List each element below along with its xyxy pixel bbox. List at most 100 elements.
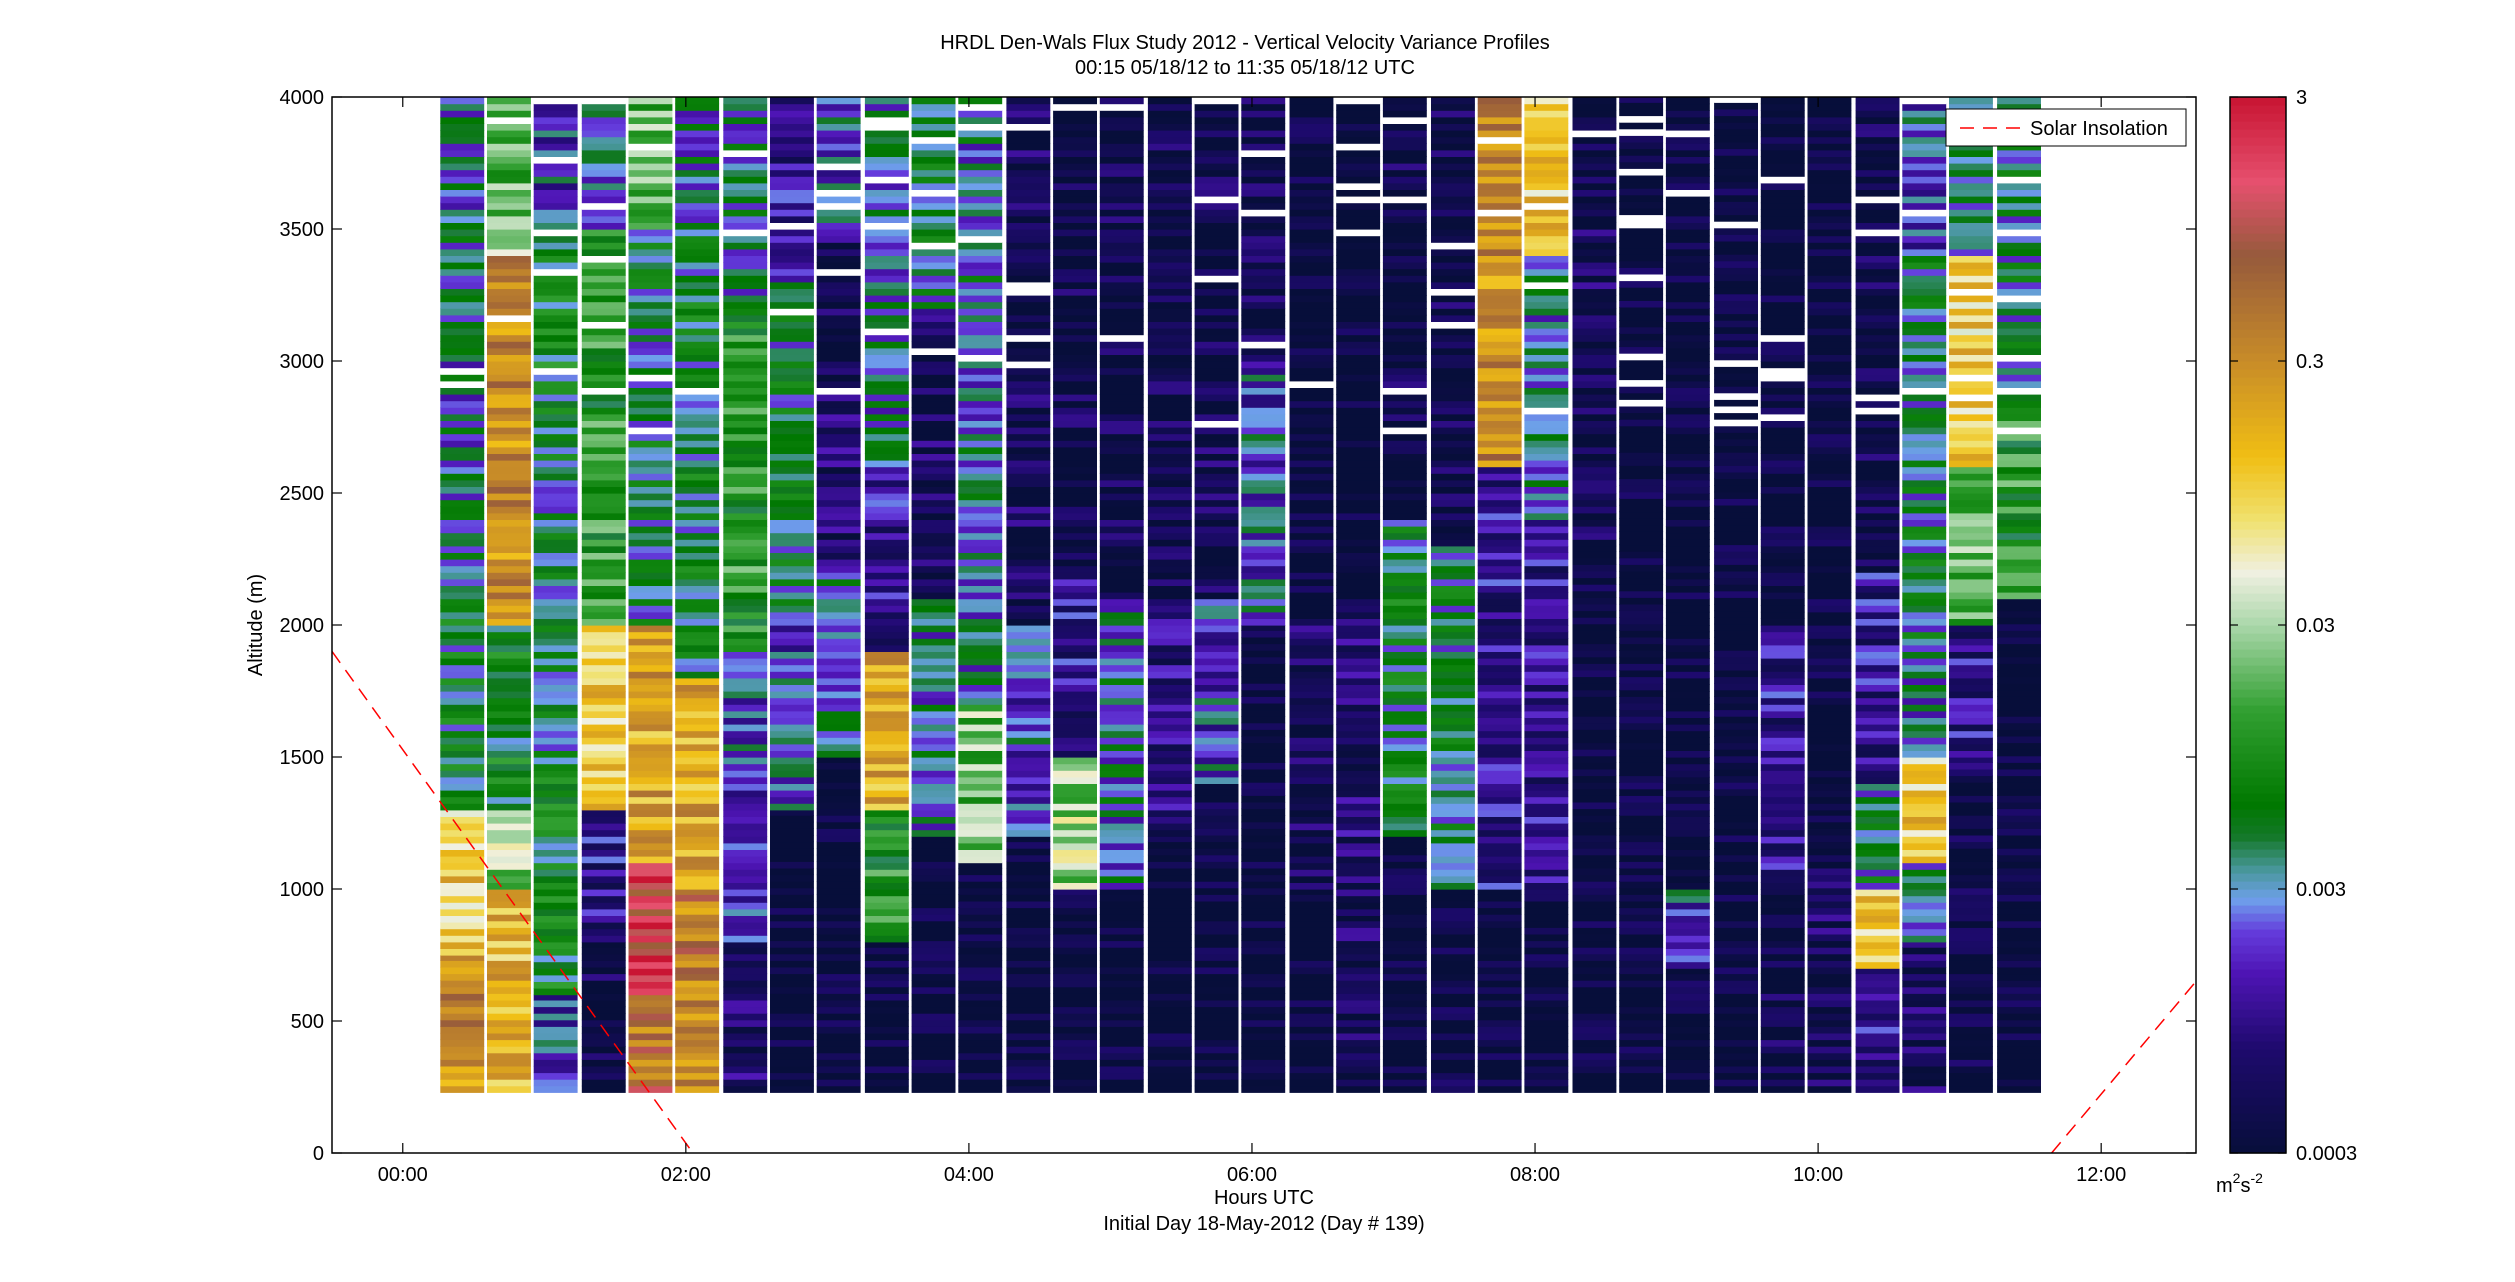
heatmap-cell <box>1807 578 1852 586</box>
heatmap-cell <box>1524 927 1569 935</box>
heatmap-cell <box>958 123 1003 131</box>
heatmap-cell <box>1572 446 1617 454</box>
heatmap-cell <box>1147 189 1192 197</box>
heatmap-cell <box>1382 169 1427 177</box>
heatmap-cell <box>487 446 531 454</box>
heatmap-cell <box>1714 1026 1758 1034</box>
heatmap-cell <box>1477 202 1522 210</box>
heatmap-cell <box>1006 440 1051 448</box>
heatmap-cell <box>1807 499 1852 507</box>
heatmap-cell <box>581 889 626 897</box>
heatmap-cell <box>1572 532 1617 540</box>
heatmap-cell <box>675 920 720 928</box>
heatmap-cell <box>1524 611 1569 619</box>
heatmap-cell <box>1289 809 1334 817</box>
heatmap-cell <box>864 209 909 217</box>
heatmap-cell <box>816 446 861 454</box>
heatmap-cell <box>1902 314 1947 322</box>
heatmap-cell <box>1289 763 1334 771</box>
heatmap-cell <box>1524 790 1569 798</box>
heatmap-cell <box>1099 907 1144 915</box>
heatmap-cell <box>487 143 531 151</box>
heatmap-cell <box>1147 493 1192 501</box>
heatmap-cell <box>911 433 956 441</box>
heatmap-cell <box>1619 782 1664 790</box>
heatmap-cell <box>1382 1065 1427 1074</box>
heatmap-cell <box>487 907 531 915</box>
heatmap-cell <box>1431 914 1475 922</box>
heatmap-cell <box>1902 460 1947 468</box>
heatmap-cell <box>1147 427 1192 435</box>
heatmap-cell <box>770 453 814 461</box>
heatmap-cell <box>628 955 673 963</box>
heatmap-cell <box>1147 466 1192 474</box>
heatmap-cell <box>1053 156 1097 164</box>
heatmap-cell <box>628 466 673 474</box>
heatmap-cell <box>723 986 768 994</box>
heatmap-cell <box>770 803 814 811</box>
heatmap-cell <box>1477 691 1522 699</box>
heatmap-cell <box>958 130 1003 138</box>
heatmap-cell <box>1760 143 1805 151</box>
heatmap-cell <box>1477 966 1522 975</box>
heatmap-cell <box>440 242 485 250</box>
heatmap-cell <box>864 710 909 718</box>
heatmap-cell <box>1053 466 1097 474</box>
heatmap-cell <box>1760 1006 1805 1014</box>
heatmap-cell <box>581 651 626 659</box>
heatmap-cell <box>1006 572 1051 580</box>
heatmap-cell <box>1572 169 1617 177</box>
heatmap-cell <box>1431 123 1475 131</box>
heatmap-cell <box>1477 361 1522 369</box>
heatmap-cell <box>1855 97 1900 105</box>
heatmap-cell <box>1336 169 1381 177</box>
heatmap-cell <box>1241 136 1286 144</box>
heatmap-cell <box>1572 795 1617 803</box>
heatmap-cell <box>770 638 814 646</box>
heatmap-cell <box>1524 750 1569 758</box>
heatmap-cell <box>911 796 956 804</box>
heatmap-cell <box>1855 935 1900 943</box>
heatmap-cell <box>958 763 1003 771</box>
heatmap-cell <box>1714 432 1758 440</box>
heatmap-column <box>1949 97 1993 1093</box>
heatmap-cell <box>1336 631 1381 639</box>
heatmap-cell <box>1336 248 1381 256</box>
heatmap-cell <box>1477 592 1522 600</box>
heatmap-cell <box>675 1006 720 1014</box>
heatmap-cell <box>1099 440 1144 448</box>
heatmap-cell <box>1665 103 1710 111</box>
heatmap-cell <box>1524 966 1569 975</box>
heatmap-cell <box>1053 361 1097 369</box>
heatmap-cell <box>770 664 814 672</box>
heatmap-cell <box>816 710 861 718</box>
heatmap-cell <box>1619 438 1664 447</box>
heatmap-cell <box>1099 427 1144 435</box>
heatmap-cell <box>628 103 673 111</box>
heatmap-cell <box>1336 526 1381 534</box>
heatmap-cell <box>958 658 1003 666</box>
heatmap-cell <box>1099 677 1144 685</box>
heatmap-cell <box>911 123 956 131</box>
heatmap-cell <box>1949 578 1993 586</box>
heatmap-cell <box>440 1026 485 1034</box>
heatmap-cell <box>1524 427 1569 435</box>
heatmap-cell <box>1147 625 1192 633</box>
heatmap-cell <box>440 776 485 784</box>
heatmap-cell <box>533 136 578 144</box>
heatmap-cell <box>1949 354 1993 362</box>
heatmap-cell <box>1665 1039 1710 1047</box>
heatmap-cell <box>628 730 673 738</box>
heatmap-cell <box>1665 684 1710 692</box>
heatmap-cell <box>1336 710 1381 718</box>
heatmap-cell <box>1949 334 1993 342</box>
heatmap-cell <box>1194 565 1239 573</box>
heatmap-cell <box>1714 801 1758 810</box>
heatmap-cell <box>1949 506 1993 514</box>
heatmap-cell <box>1949 887 1993 895</box>
heatmap-cell <box>1572 584 1617 592</box>
heatmap-cell <box>1147 479 1192 487</box>
heatmap-cell <box>1949 724 1993 732</box>
heatmap-cell <box>581 770 626 778</box>
heatmap-cell <box>1665 1026 1710 1034</box>
